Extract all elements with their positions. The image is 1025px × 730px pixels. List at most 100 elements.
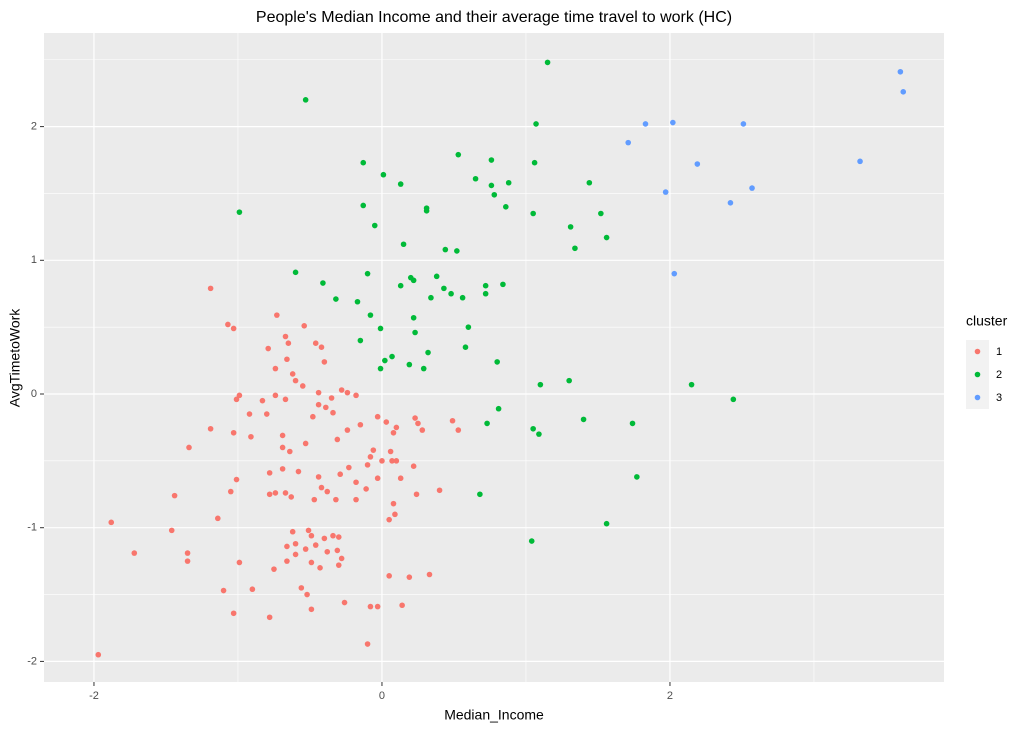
point [370,447,377,453]
point [426,571,433,578]
point [95,651,102,658]
point [236,209,243,215]
point [311,496,318,503]
point [272,490,279,496]
point [266,614,273,621]
point [308,606,315,613]
point [603,234,610,241]
point [410,277,417,284]
point [248,433,254,440]
point [233,476,240,483]
x-axis-label: Median_Income [444,707,544,723]
point [335,562,342,568]
point [533,121,539,127]
point [310,413,316,420]
point [567,224,574,230]
point [544,59,551,66]
point [330,409,336,416]
point [566,377,572,384]
point [321,359,328,365]
legend-marker [974,348,981,355]
chart-title: People's Median Income and their average… [256,9,732,26]
point [360,202,367,209]
point [484,420,490,427]
x-tick-label: -2 [89,690,99,702]
point [292,269,299,276]
point [344,389,351,396]
point [279,466,286,472]
point [634,474,640,480]
point [530,425,536,432]
point [292,377,299,384]
point [282,396,289,403]
point [494,359,500,365]
point [397,282,404,289]
point [413,491,420,498]
point [491,191,498,198]
point [292,540,299,547]
point [266,491,273,498]
x-tick-label: 0 [379,690,385,702]
point [488,182,495,189]
legend-label: 1 [996,346,1002,358]
point [900,89,907,95]
point [230,429,237,436]
point [459,294,466,301]
point [500,281,506,288]
point [335,534,342,540]
legend-label: 2 [996,369,1002,381]
point [333,296,339,302]
point [288,494,295,500]
point [334,436,341,443]
point [312,340,319,346]
y-tick-label: 2 [31,120,37,132]
point [330,532,336,539]
point [688,381,695,388]
point [292,551,299,558]
point [302,97,309,103]
point [324,488,331,495]
point [265,345,272,352]
point [530,210,536,217]
point [263,411,270,417]
point [392,511,398,518]
point [344,427,351,433]
point [285,340,292,346]
point [272,365,279,372]
point [312,542,319,548]
point [353,392,359,399]
point [318,484,325,491]
point [454,248,460,254]
point [449,417,456,424]
point [315,401,322,408]
point [279,432,286,439]
point [266,470,273,476]
point [377,365,384,372]
point [367,603,374,610]
point [168,527,175,534]
point [207,285,214,292]
point [230,325,237,332]
point [353,479,359,486]
point [415,420,421,427]
point [184,558,191,564]
point [315,389,322,396]
point [184,550,191,556]
point [364,641,371,647]
point [390,429,397,436]
point [346,464,352,471]
point [670,119,676,126]
point [465,324,472,330]
point [580,416,587,423]
point [315,474,322,480]
point [207,425,214,432]
legend-label: 3 [996,392,1002,404]
point [357,421,364,428]
point [406,361,413,368]
point [441,285,447,292]
point [603,520,610,527]
legend-marker [974,371,981,378]
point [428,294,434,301]
point [379,458,385,464]
